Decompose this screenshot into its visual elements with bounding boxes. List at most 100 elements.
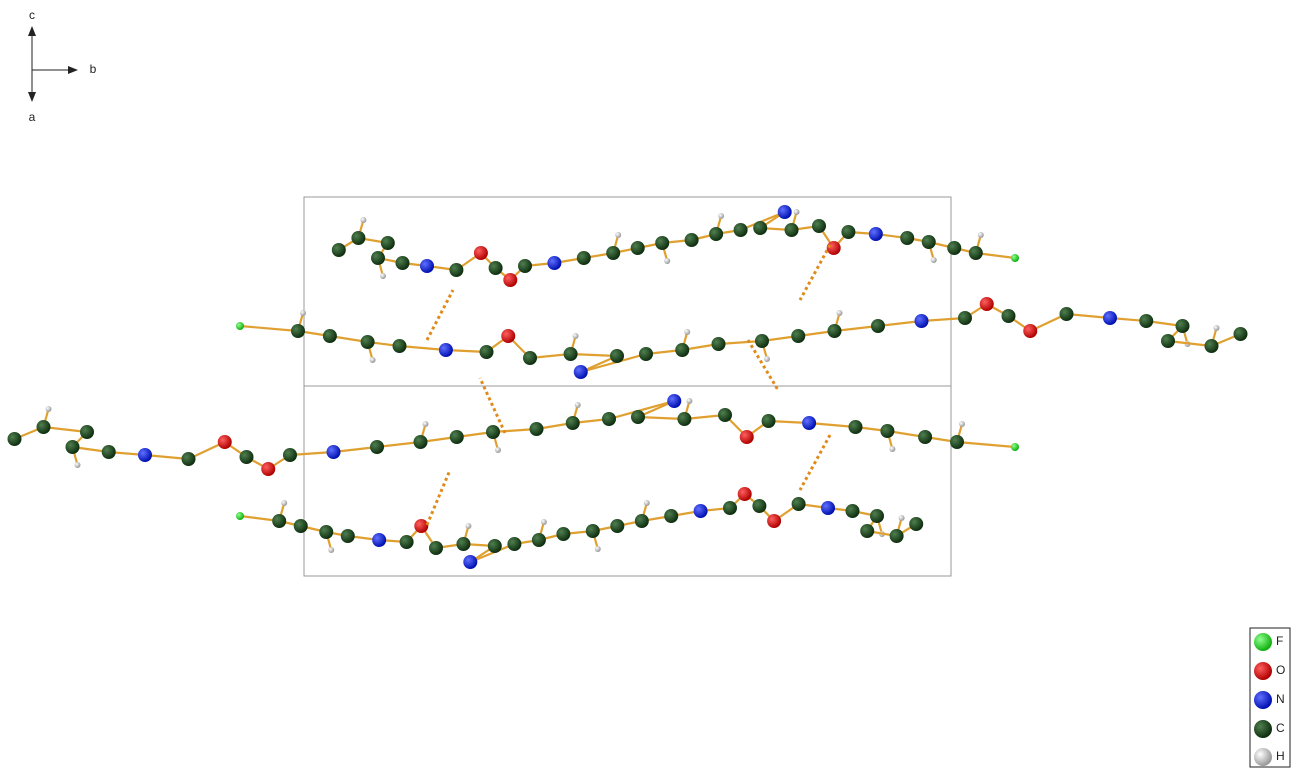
atom-c bbox=[635, 514, 649, 528]
atom-h bbox=[686, 398, 692, 404]
atom-h bbox=[360, 217, 366, 223]
atom-c bbox=[870, 509, 884, 523]
atom-n bbox=[574, 365, 588, 379]
hydrogen-bonds bbox=[427, 245, 830, 525]
atom-h bbox=[764, 356, 770, 362]
atom-c bbox=[240, 450, 254, 464]
atom-c bbox=[909, 517, 923, 531]
atom-c bbox=[530, 422, 544, 436]
atom-h bbox=[75, 462, 81, 468]
atom-c bbox=[414, 435, 428, 449]
atom-c bbox=[1205, 339, 1219, 353]
atom-h bbox=[541, 519, 547, 525]
atom-n bbox=[327, 445, 341, 459]
atom-h bbox=[889, 446, 895, 452]
atom-c bbox=[488, 539, 502, 553]
arrow-head bbox=[28, 26, 36, 36]
atom-h bbox=[423, 421, 429, 427]
atom-c bbox=[709, 227, 723, 241]
atom-c bbox=[792, 497, 806, 511]
atom-c bbox=[381, 236, 395, 250]
atom-c bbox=[518, 259, 532, 273]
atom-c bbox=[323, 329, 337, 343]
atom-c bbox=[610, 349, 624, 363]
atom-c bbox=[723, 501, 737, 515]
atom-n bbox=[439, 343, 453, 357]
axis-label: a bbox=[29, 110, 36, 124]
atom-h bbox=[465, 523, 471, 529]
atom-c bbox=[532, 533, 546, 547]
atom-n bbox=[821, 501, 835, 515]
atom-c bbox=[556, 527, 570, 541]
atom-c bbox=[182, 452, 196, 466]
atom-c bbox=[1060, 307, 1074, 321]
atom-c bbox=[429, 541, 443, 555]
atom-n bbox=[802, 416, 816, 430]
arrow-head bbox=[28, 92, 36, 102]
legend-swatch bbox=[1254, 720, 1272, 738]
atom-c bbox=[566, 416, 580, 430]
atom-h bbox=[837, 310, 843, 316]
atom-c bbox=[812, 219, 826, 233]
atom-c bbox=[564, 347, 578, 361]
atom-o bbox=[501, 329, 515, 343]
atom-c bbox=[283, 448, 297, 462]
atom-o bbox=[767, 514, 781, 528]
atom-c bbox=[841, 225, 855, 239]
atom-h bbox=[595, 546, 601, 552]
legend-swatch bbox=[1254, 748, 1272, 766]
atom-o bbox=[474, 246, 488, 260]
atom-o bbox=[1023, 324, 1037, 338]
atom-c bbox=[734, 223, 748, 237]
atom-c bbox=[755, 334, 769, 348]
atom-h bbox=[978, 232, 984, 238]
atom-c bbox=[785, 223, 799, 237]
atom-h bbox=[615, 232, 621, 238]
atom-h bbox=[380, 273, 386, 279]
atom-f bbox=[236, 322, 244, 330]
atom-c bbox=[685, 233, 699, 247]
atom-c bbox=[880, 424, 894, 438]
atom-c bbox=[664, 509, 678, 523]
atom-c bbox=[341, 529, 355, 543]
atom-o bbox=[980, 297, 994, 311]
h-bond bbox=[427, 470, 450, 525]
atom-c bbox=[371, 251, 385, 265]
atom-c bbox=[1176, 319, 1190, 333]
atom-c bbox=[677, 412, 691, 426]
atom-n bbox=[138, 448, 152, 462]
atom-c bbox=[791, 329, 805, 343]
atom-n bbox=[547, 256, 561, 270]
legend-swatch bbox=[1254, 691, 1272, 709]
atom-c bbox=[523, 351, 537, 365]
atom-c bbox=[393, 339, 407, 353]
atom-h bbox=[300, 310, 306, 316]
atom-n bbox=[869, 227, 883, 241]
axis-label: c bbox=[29, 8, 35, 22]
atom-c bbox=[890, 529, 904, 543]
arrow-head bbox=[68, 66, 78, 74]
atom-c bbox=[606, 246, 620, 260]
atom-c bbox=[718, 408, 732, 422]
atom-n bbox=[667, 394, 681, 408]
atom-c bbox=[291, 324, 305, 338]
atom-n bbox=[1103, 311, 1117, 325]
atom-h bbox=[1214, 325, 1220, 331]
atom-c bbox=[918, 430, 932, 444]
atom-c bbox=[849, 420, 863, 434]
atom-c bbox=[753, 221, 767, 235]
atom-n bbox=[463, 555, 477, 569]
legend-swatch bbox=[1254, 662, 1272, 680]
molecules bbox=[8, 205, 1248, 569]
atom-h bbox=[959, 421, 965, 427]
atom-c bbox=[1161, 334, 1175, 348]
atom-c bbox=[480, 345, 494, 359]
atom-c bbox=[489, 261, 503, 275]
atom-o bbox=[827, 241, 841, 255]
crystal-packing: c b a F O N C H bbox=[0, 0, 1296, 768]
axis-label: b bbox=[90, 62, 97, 76]
atom-h bbox=[664, 258, 670, 264]
atom-h bbox=[899, 515, 905, 521]
atom-c bbox=[37, 420, 51, 434]
atom-c bbox=[712, 337, 726, 351]
